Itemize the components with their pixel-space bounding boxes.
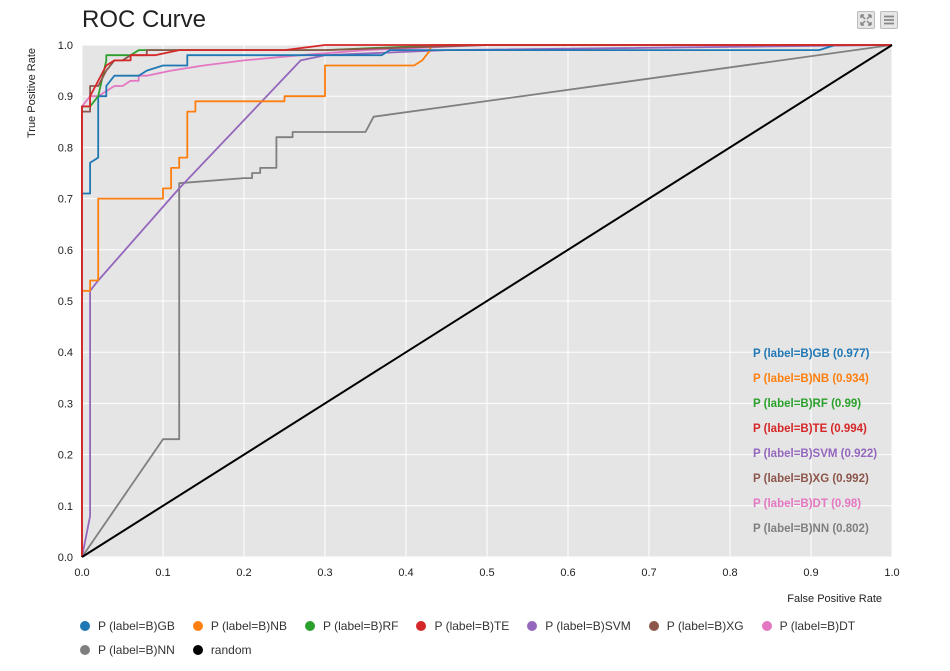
series-line-p-label-b-gb	[81, 44, 892, 557]
legend-item[interactable]: P (label=B)XG	[648, 614, 744, 638]
legend-marker	[416, 621, 427, 631]
grid-lines	[81, 44, 893, 558]
y-tick-label: 0.3	[58, 398, 73, 410]
auc-label: P (label=B)GB (0.977)	[753, 348, 870, 360]
y-tick-label: 0.1	[58, 501, 73, 513]
legend-marker	[80, 621, 90, 631]
x-tick-label: 0.6	[560, 567, 575, 579]
legend-marker	[192, 645, 203, 655]
y-tick-label: 0.8	[58, 142, 73, 154]
legend-label: random	[210, 643, 252, 657]
auc-label: P (label=B)NN (0.802)	[753, 523, 869, 535]
legend-label: P (label=B)RF	[322, 619, 399, 633]
y-tick-label: 0.0	[58, 552, 73, 564]
x-tick-label: 0.2	[236, 567, 251, 579]
legend-marker	[648, 621, 659, 631]
x-tick-label: 0.9	[803, 567, 818, 579]
auc-label: P (label=B)SVM (0.922)	[753, 448, 877, 460]
auc-label: P (label=B)NB (0.934)	[753, 373, 869, 385]
legend-item[interactable]: P (label=B)GB	[80, 614, 175, 638]
y-tick-label: 0.9	[58, 91, 73, 103]
y-tick-label: 0.4	[58, 347, 73, 359]
legend-item[interactable]: P (label=B)TE	[416, 614, 509, 638]
hamburger-menu-icon	[884, 15, 894, 25]
series-line-p-label-b-te	[81, 44, 892, 557]
auc-annotations: P (label=B)GB (0.977) P (label=B)NB (0.93…	[753, 348, 877, 535]
auc-label: P (label=B)XG (0.992)	[753, 473, 869, 485]
series-line-random	[81, 44, 893, 558]
legend-item[interactable]: random	[192, 638, 252, 662]
legend-item[interactable]: P (label=B)NN	[80, 638, 175, 662]
legend-label: P (label=B)NB	[210, 619, 287, 633]
expand-icon	[860, 14, 872, 26]
legend-item[interactable]: P (label=B)RF	[304, 614, 399, 638]
x-tick-label: 0.4	[398, 567, 413, 579]
x-tick-label: 0.8	[722, 567, 737, 579]
legend-marker	[527, 621, 538, 631]
series-line-p-label-b-svm	[81, 44, 893, 558]
series-lines	[81, 44, 893, 558]
y-axis-ticks: 0.0 0.1 0.2 0.3 0.4 0.5 0.6 0.7 0.8 0.9 1.0	[58, 40, 73, 564]
legend-marker	[304, 621, 315, 631]
legend-marker	[192, 621, 203, 631]
auc-label: P (label=B)DT (0.98)	[753, 498, 861, 510]
legend-item[interactable]: P (label=B)SVM	[527, 614, 631, 638]
legend-item[interactable]: P (label=B)DT	[761, 614, 856, 638]
legend-label: P (label=B)XG	[666, 619, 744, 633]
series-line-p-label-b-nb	[81, 44, 892, 557]
auc-label: P (label=B)TE (0.994)	[753, 423, 867, 435]
auc-label: P (label=B)RF (0.99)	[753, 398, 861, 410]
legend-label: P (label=B)TE	[434, 619, 510, 633]
y-axis-label: True Positive Rate	[26, 48, 38, 138]
expand-button[interactable]	[857, 11, 875, 29]
legend-item[interactable]: P (label=B)NB	[192, 614, 287, 638]
chart-legend: P (label=B)GB P (label=B)NB P (label=B)RF P…	[80, 614, 900, 662]
legend-label: P (label=B)NN	[98, 643, 175, 657]
x-tick-label: 1.0	[884, 567, 899, 579]
y-tick-label: 0.6	[58, 245, 73, 257]
y-tick-label: 1.0	[58, 40, 73, 52]
x-tick-label: 0.3	[317, 567, 332, 579]
series-line-p-label-b-nn	[81, 44, 893, 558]
roc-chart: 0.0 0.1 0.2 0.3 0.4 0.5 0.6 0.7 0.8 0.9 1.0 0.0 0.1…	[26, 40, 900, 605]
legend-label: P (label=B)SVM	[545, 619, 631, 633]
y-tick-label: 0.2	[58, 450, 73, 462]
x-tick-label: 0.5	[479, 567, 494, 579]
legend-marker	[80, 645, 90, 655]
legend-label: P (label=B)DT	[779, 619, 856, 633]
x-tick-label: 0.0	[74, 567, 89, 579]
y-tick-label: 0.7	[58, 194, 73, 206]
menu-button[interactable]	[880, 11, 898, 29]
x-axis-label: False Positive Rate	[787, 593, 882, 605]
y-tick-label: 0.5	[58, 296, 73, 308]
page-title: ROC Curve	[82, 6, 207, 33]
legend-label: P (label=B)GB	[98, 619, 175, 633]
x-tick-label: 0.7	[641, 567, 656, 579]
legend-marker	[761, 621, 772, 631]
x-tick-label: 0.1	[155, 567, 170, 579]
x-axis-ticks: 0.0 0.1 0.2 0.3 0.4 0.5 0.6 0.7 0.8 0.9 1.0	[74, 567, 899, 579]
